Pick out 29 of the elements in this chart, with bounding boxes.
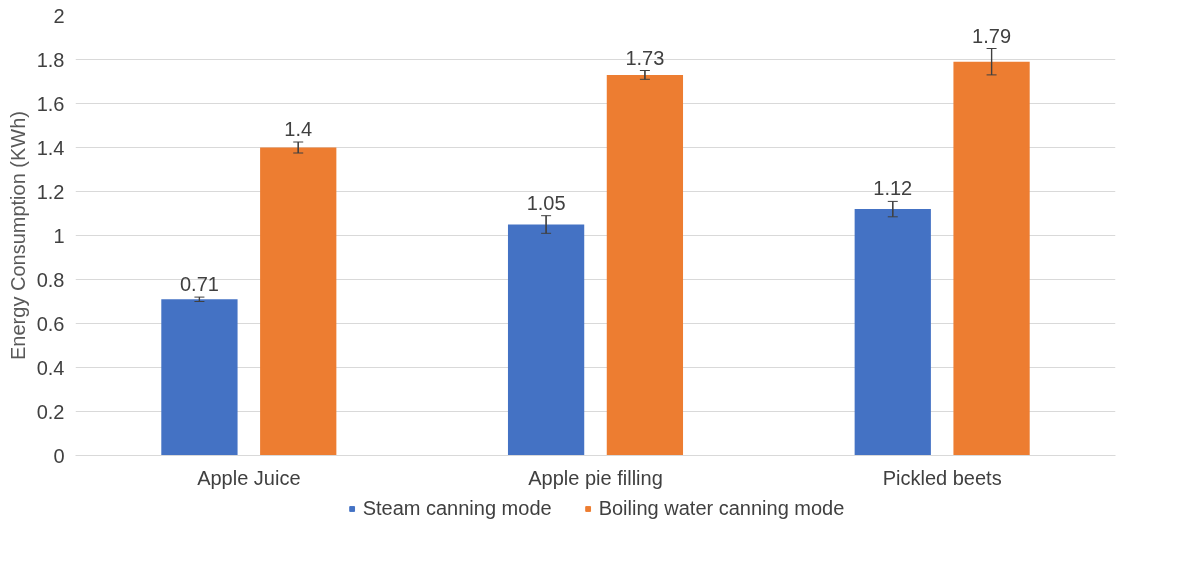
data-label: 1.12 [873, 177, 913, 200]
data-label: 1.4 [284, 118, 313, 140]
y-tick-label: 0 [53, 444, 65, 467]
y-axis-title: Energy Consumption (KWh) [6, 111, 29, 360]
bar [507, 224, 585, 456]
data-label: 1.05 [526, 191, 566, 214]
legend-label: Boiling water canning mode [598, 496, 845, 520]
y-tick-label: 0.8 [36, 268, 65, 291]
data-label: 0.71 [179, 273, 219, 296]
y-tick-label: 1 [53, 224, 65, 247]
bar [161, 299, 238, 456]
legend-label: Steam canning mode [362, 496, 552, 520]
x-tick-label: Pickled beets [882, 466, 1002, 489]
bar [606, 74, 684, 456]
y-tick-label: 0.2 [36, 400, 65, 423]
y-tick-label: 1.8 [36, 48, 65, 71]
y-tick-label: 1.6 [36, 92, 65, 115]
x-tick-label: Apple pie filling [528, 466, 663, 489]
y-tick-label: 2 [53, 4, 65, 27]
y-tick-label: 0.6 [36, 312, 65, 335]
data-label: 1.79 [972, 24, 1012, 47]
bar [854, 209, 931, 456]
y-tick-label: 1.2 [36, 180, 65, 203]
bar [260, 147, 337, 456]
y-tick-label: 1.4 [36, 136, 65, 159]
bar [953, 61, 1030, 456]
data-label: 1.73 [625, 46, 665, 69]
x-tick-label: Apple Juice [197, 466, 301, 489]
y-tick-label: 0.4 [36, 356, 65, 379]
